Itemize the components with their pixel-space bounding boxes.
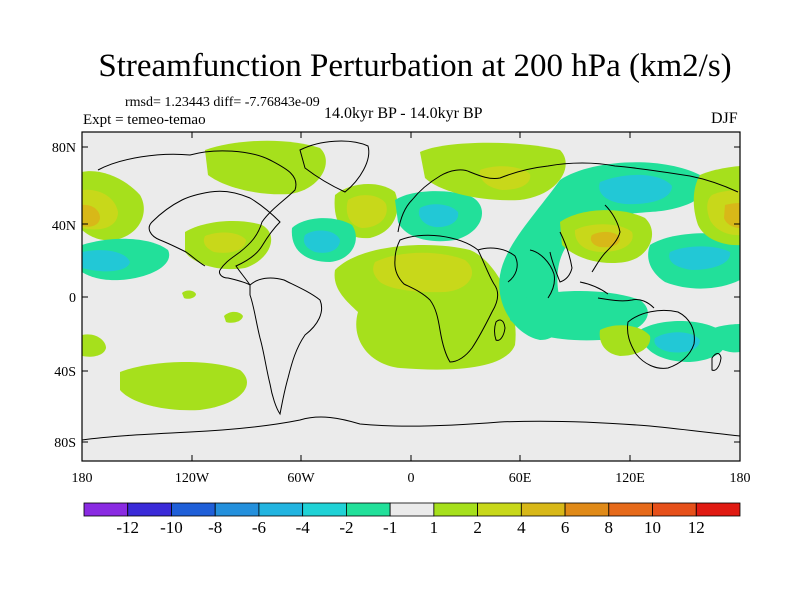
colorbar-label: -8 xyxy=(208,518,222,537)
coastline-south-america xyxy=(249,277,323,416)
colorbar-label: 8 xyxy=(605,518,614,537)
lon-label-120e: 120E xyxy=(615,471,645,486)
experiment-label: Expt = temeo-temao xyxy=(83,112,206,128)
colorbar-swatch xyxy=(695,502,741,517)
lat-label-40n: 40N xyxy=(52,219,76,234)
colorbar-label: -10 xyxy=(160,518,183,537)
lat-label-40s: 40S xyxy=(54,365,76,380)
contour-cyan-south-pacific xyxy=(654,332,700,353)
contour-olive-africa xyxy=(373,252,473,293)
contour-olive-north-america xyxy=(203,232,246,253)
contour-teal-far-east-pacific xyxy=(710,324,740,353)
colorbar-swatch xyxy=(433,502,479,517)
contour-green-small-2 xyxy=(224,311,243,323)
coastline-new-zealand xyxy=(711,353,722,371)
colorbar-label: 10 xyxy=(644,518,661,537)
contour-fills xyxy=(82,140,740,411)
lon-label-0: 0 xyxy=(408,471,415,486)
colorbar-label: -1 xyxy=(383,518,397,537)
lon-label-180e: 180 xyxy=(730,471,751,486)
colorbar-swatch xyxy=(652,502,697,517)
coastline-arabia-india xyxy=(477,247,555,299)
coastline-greenland xyxy=(299,140,370,193)
lat-label-80n: 80N xyxy=(52,141,76,156)
contour-orange-west-pacific xyxy=(82,204,100,227)
colorbar-swatch xyxy=(214,502,260,517)
colorbar-swatch xyxy=(477,502,522,517)
coastline-madagascar xyxy=(494,319,506,341)
colorbar-label: 12 xyxy=(688,518,705,537)
colorbar-swatch xyxy=(171,502,216,517)
colorbar-label: 1 xyxy=(430,518,439,537)
stats-line: rmsd= 1.23443 diff= -7.76843e-09 xyxy=(125,95,320,110)
contour-cyan-atlantic xyxy=(303,230,340,253)
colorbar-swatch xyxy=(83,502,129,517)
colorbar-swatch xyxy=(608,502,653,517)
colorbar-label: 4 xyxy=(517,518,526,537)
colorbar-swatch xyxy=(345,502,391,517)
contour-cyan-europe xyxy=(418,204,459,228)
latitude-labels: 80N 40N 0 40S 80S xyxy=(52,141,76,451)
colorbar-label: -6 xyxy=(252,518,266,537)
lon-label-180w: 180 xyxy=(72,471,93,486)
contour-cyan-asia xyxy=(599,174,672,205)
longitude-labels: 180 120W 60W 0 60E 120E 180 xyxy=(72,471,751,486)
contour-olive-north-atlantic xyxy=(346,195,387,228)
lon-label-120w: 120W xyxy=(175,471,210,486)
period-label: 14.0kyr BP - 14.0kyr BP xyxy=(324,105,483,122)
colorbar-swatch xyxy=(520,502,566,517)
colorbar-swatch xyxy=(127,502,172,517)
colorbar-label: -4 xyxy=(296,518,311,537)
coastlines xyxy=(82,140,740,441)
contour-cyan-east-pacific xyxy=(669,246,731,270)
contour-green-small-1 xyxy=(182,290,196,299)
colorbar-label: -12 xyxy=(116,518,139,537)
colorbar-label: -2 xyxy=(339,518,353,537)
coastline-north-america xyxy=(97,150,297,286)
colorbar-label: 6 xyxy=(561,518,570,537)
contour-cyan-left-tropic xyxy=(82,250,130,272)
season-label: DJF xyxy=(711,110,738,127)
colorbar-swatch xyxy=(258,502,304,517)
contour-green-south-pacific-center xyxy=(120,361,247,411)
lat-label-80s: 80S xyxy=(54,436,76,451)
lon-label-60e: 60E xyxy=(509,471,532,486)
colorbar-labels: -12 -10 -8 -6 -4 -2 -1 1 2 4 6 8 10 12 xyxy=(116,518,704,537)
coastline-maritime xyxy=(579,281,655,309)
coastline-africa xyxy=(394,234,499,363)
coastline-australia xyxy=(627,309,695,369)
contour-green-south-pacific-left xyxy=(82,334,106,357)
colorbar xyxy=(83,502,741,517)
axis-ticks xyxy=(81,132,741,461)
lat-label-0: 0 xyxy=(69,291,76,306)
colorbar-swatch xyxy=(389,502,435,517)
colorbar-swatch xyxy=(302,502,347,517)
lon-label-60w: 60W xyxy=(287,471,315,486)
contour-orange-east-edge xyxy=(724,203,740,228)
colorbar-swatch xyxy=(564,502,610,517)
contour-green-south-indian xyxy=(599,325,651,356)
colorbar-label: 2 xyxy=(473,518,482,537)
coastline-antarctica xyxy=(82,416,740,441)
contour-orange-east-asia xyxy=(590,231,620,248)
plot-title: Streamfunction Perturbation at 200 hPa (… xyxy=(98,48,732,84)
coastline-europe-asia xyxy=(397,162,739,283)
